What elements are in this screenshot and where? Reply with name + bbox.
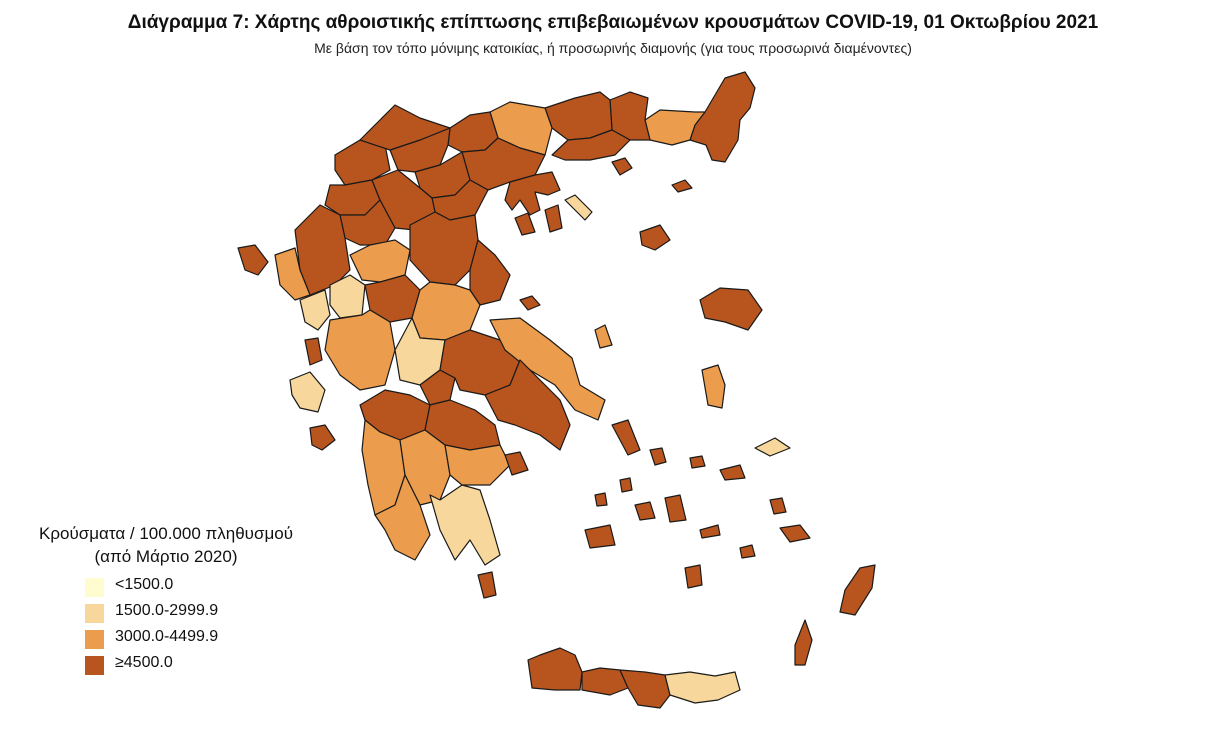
region-lefkada [304,337,323,366]
legend-item: ≥4500.0 [82,652,326,678]
region-thasos [611,157,633,176]
region-aegina [504,451,529,476]
region-kassandra [514,212,536,236]
legend-label: 3000.0-4499.9 [115,628,219,645]
legend-label: <1500.0 [115,576,174,593]
map-legend: Κρούσματα / 100.000 πληθυσμού (από Μάρτι… [6,522,326,678]
region-sporades [519,295,541,311]
region-argolida [444,444,511,486]
region-attica [484,359,571,451]
region-larissa [409,211,479,286]
region-sithonia [544,204,563,233]
region-andros [611,419,641,456]
legend-title-line2: (από Μάρτιο 2020) [94,547,238,566]
region-serifos [594,492,608,507]
region-ikaria [719,464,746,481]
region-syros [619,477,633,493]
region-chalkidiki [504,171,561,216]
region-kalymnos [769,497,787,515]
region-preveza [299,289,331,331]
region-naxos [664,494,687,523]
region-laconia [429,484,501,566]
region-thesprotia [274,247,311,301]
map-subtitle: Με βάση τον τόπο μόνιμης κατοικίας, ή πρ… [314,40,912,56]
region-kefalonia [289,371,326,413]
region-samos [754,437,791,457]
region-mykonos [689,455,706,469]
legend-item: 1500.0-2999.9 [82,600,326,626]
region-corfu [237,244,269,276]
region-lesvos [699,287,763,331]
legend-title: Κρούσματα / 100.000 πληθυσμού (από Μάρτι… [6,522,326,568]
region-athos [564,194,593,221]
legend-title-line1: Κρούσματα / 100.000 πληθυσμού [39,524,293,543]
legend-label: 1500.0-2999.9 [115,602,219,619]
region-aitoloakarnania [324,309,396,391]
region-grevena [339,199,396,246]
map-title: Διάγραμμα 7: Χάρτης αθροιστικής επίπτωση… [127,12,1099,33]
legend-swatch [85,656,104,675]
region-thira [684,564,703,589]
region-astypalaia [739,544,756,559]
legend-swatch [85,604,104,623]
region-lemnos [639,224,671,251]
region-messinia [374,474,431,561]
region-rhodes [839,564,876,616]
region-amorgos [699,524,721,539]
region-magnesia [469,239,511,306]
region-lasithi [664,671,741,704]
legend-swatch [85,578,104,597]
region-drama [544,91,613,141]
legend-item: 3000.0-4499.9 [82,626,326,652]
legend-label: ≥4500.0 [115,654,173,671]
region-chios [701,364,726,409]
region-kos [779,524,811,543]
legend-swatch [85,630,104,649]
region-milos [584,524,616,549]
region-chania [527,647,583,691]
region-paros [634,501,656,521]
legend-item: <1500.0 [82,574,326,600]
region-trikala [349,239,411,283]
region-kythira [477,571,497,599]
region-fokida [419,369,456,406]
region-rodopi [644,109,706,146]
region-zakynthos [309,424,336,451]
region-karpathos [794,619,813,666]
region-skyros [594,324,613,349]
region-tinos [649,447,667,466]
region-kavala [551,129,631,161]
region-samothraki [671,179,693,193]
region-heraklion [619,669,671,709]
region-macedonia-west [359,104,451,151]
